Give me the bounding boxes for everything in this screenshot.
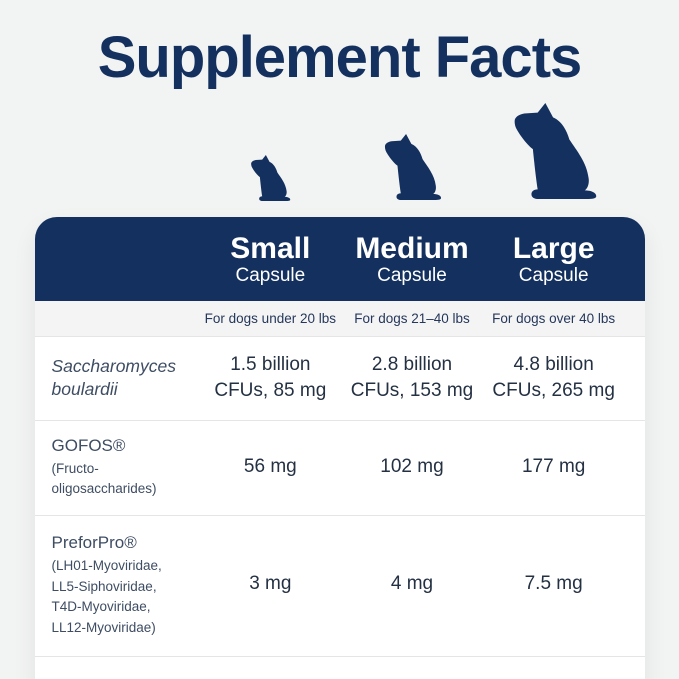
column-size-label: Medium xyxy=(355,231,469,265)
subtitle-medium: For dogs 21–40 lbs xyxy=(354,310,470,326)
ingredient-detail-line: (LH01-Myoviridae, xyxy=(51,558,162,573)
ingredient-detail-line: (Fructo- xyxy=(51,460,99,476)
value-medium: 4 mg xyxy=(390,573,434,595)
value-large: 4.8 billion CFUs, 265 mg xyxy=(483,352,625,405)
column-header-small: Small Capsule xyxy=(200,232,342,288)
column-type-label: Capsule xyxy=(235,264,306,286)
ingredient-name-line: Saccharomyces xyxy=(51,355,177,376)
ingredient-detail-line: LL5-Siphoviridae, xyxy=(51,578,157,594)
value-line: 1.5 billion xyxy=(230,353,311,375)
table-row-saccharomyces: Saccharomyces boulardii 1.5 billion CFUs… xyxy=(34,335,645,420)
ingredient-detail-line: LL12-Myoviridae) xyxy=(51,619,156,635)
subtitle-large: For dogs over 40 lbs xyxy=(492,310,616,326)
ingredient-label: Saccharomyces boulardii xyxy=(35,355,200,402)
ingredient-detail-line: T4D-Myoviridae, xyxy=(51,599,151,615)
value-medium: 2.8 billion CFUs, 153 mg xyxy=(341,352,483,405)
value-line: CFUs, 265 mg xyxy=(492,380,615,402)
column-header-large: Large Capsule xyxy=(483,232,625,288)
value-line: 4.8 billion xyxy=(513,353,594,375)
value-line: 2.8 billion xyxy=(371,353,453,375)
dog-large-cell xyxy=(483,99,625,203)
dog-small-cell xyxy=(200,153,342,203)
dog-size-row xyxy=(35,95,645,203)
column-type-label: Capsule xyxy=(377,264,447,286)
ingredient-name: PreforPro® xyxy=(51,533,137,553)
value-large: 177 mg xyxy=(521,455,586,477)
ingredient-detail-line: oligosaccharides) xyxy=(51,481,157,497)
table-row-preforpro: PreforPro® (LH01-Myoviridae, LL5-Siphovi… xyxy=(34,515,645,655)
dog-medium-icon xyxy=(379,131,445,203)
dog-medium-cell xyxy=(341,131,483,203)
value-line: CFUs, 153 mg xyxy=(350,380,474,402)
value-line: CFUs, 85 mg xyxy=(214,380,327,402)
column-header-medium: Medium Capsule xyxy=(341,232,483,288)
dog-small-icon xyxy=(247,153,293,203)
ingredient-label: GOFOS® (Fructo- oligosaccharides) xyxy=(35,435,200,499)
value-small: 3 mg xyxy=(249,573,292,595)
column-size-label: Large xyxy=(512,231,595,265)
ingredient-label: PreforPro® (LH01-Myoviridae, LL5-Siphovi… xyxy=(35,532,200,637)
supplement-facts-card: Small Capsule Medium Capsule Large Capsu… xyxy=(34,216,645,679)
value-medium: 102 mg xyxy=(380,455,444,477)
value-small: 1.5 billion CFUs, 85 mg xyxy=(200,352,342,405)
value-small: 56 mg xyxy=(243,455,297,477)
table-header: Small Capsule Medium Capsule Large Capsu… xyxy=(34,216,645,301)
page-title: Supplement Facts xyxy=(97,25,583,90)
ingredient-name-line: boulardii xyxy=(51,379,118,400)
column-type-label: Capsule xyxy=(518,264,589,286)
value-large: 7.5 mg xyxy=(524,573,583,595)
ingredient-name: GOFOS® xyxy=(51,435,126,455)
table-row-gofos: GOFOS® (Fructo- oligosaccharides) 56 mg … xyxy=(34,419,645,515)
dog-large-icon xyxy=(506,99,602,203)
column-size-label: Small xyxy=(230,231,311,265)
table-subheader: For dogs under 20 lbs For dogs 21–40 lbs… xyxy=(34,300,645,336)
table-row-vegan-capsule: Vegan acid-resistant capsule xyxy=(34,655,645,679)
subtitle-small: For dogs under 20 lbs xyxy=(204,310,336,326)
